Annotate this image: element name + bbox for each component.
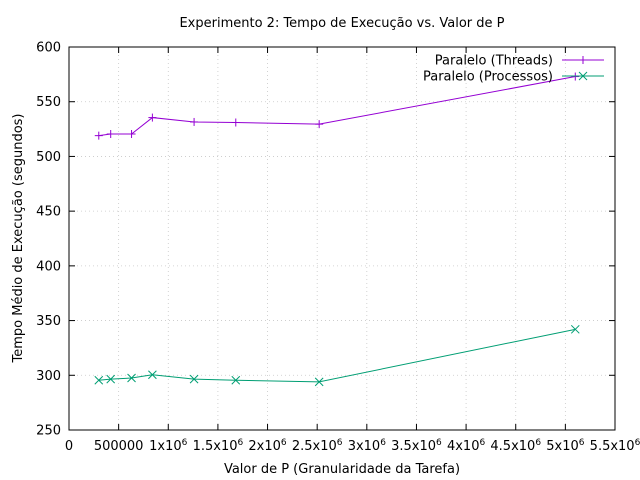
x-tick-label-base: 3.5x10 <box>391 439 436 454</box>
data-point <box>189 374 199 384</box>
y-tick-label: 400 <box>36 259 61 274</box>
plot-frame <box>68 46 616 431</box>
x-tick-label-base: 5.5x10 <box>590 439 635 454</box>
x-tick-label-base: 2.5x10 <box>292 439 337 454</box>
x-tick-label: 5x106 <box>546 438 585 454</box>
data-point <box>148 370 157 380</box>
x-tick-label: 3.5x106 <box>391 438 442 454</box>
legend-label: Paralelo (Threads) <box>435 54 553 69</box>
chart-title: Experimento 2: Tempo de Execução vs. Val… <box>179 16 504 31</box>
x-tick-label-exponent: 6 <box>479 438 485 448</box>
x-tick-label: 1.5x106 <box>193 438 244 454</box>
legend-item: Paralelo (Threads) <box>435 54 604 69</box>
x-tick-label: 500000 <box>94 439 144 454</box>
legend: Paralelo (Threads)Paralelo (Processos) <box>423 54 604 85</box>
x-tick-label-exponent: 6 <box>579 438 585 448</box>
data-point <box>148 113 157 122</box>
data-point <box>231 375 241 385</box>
x-tick-label-exponent: 6 <box>380 438 386 448</box>
x-tick-label-base: 1x10 <box>149 439 182 454</box>
x-tick-label-exponent: 6 <box>436 438 442 448</box>
x-tick-label-base: 2x10 <box>248 439 281 454</box>
data-point <box>106 374 116 384</box>
legend-marker <box>579 56 587 64</box>
data-point <box>94 131 103 140</box>
series-layer <box>94 72 580 387</box>
x-tick-label-base: 500000 <box>94 439 144 454</box>
y-tick-label: 250 <box>36 424 61 439</box>
series-line <box>98 328 576 383</box>
y-tick-label: 550 <box>36 95 61 110</box>
x-tick-label-exponent: 6 <box>635 438 640 448</box>
x-tick-label: 5.5x106 <box>590 438 640 454</box>
x-tick-label-base: 4x10 <box>447 439 480 454</box>
grid-lines <box>69 47 615 430</box>
y-tick-label: 600 <box>36 41 61 56</box>
x-tick-label: 0 <box>65 439 73 454</box>
data-point <box>571 72 580 81</box>
x-tick-label: 2x106 <box>248 438 287 454</box>
data-point <box>231 118 240 127</box>
y-tick-label: 500 <box>36 150 61 165</box>
x-tick-label-exponent: 6 <box>535 438 541 448</box>
data-point <box>106 129 115 138</box>
data-point <box>127 129 136 138</box>
x-tick-label-exponent: 6 <box>182 438 188 448</box>
data-point <box>314 377 324 387</box>
y-axis-label: Tempo Médio de Execução (segundos) <box>11 114 26 364</box>
series-processos <box>94 324 580 387</box>
x-tick-label-base: 1.5x10 <box>193 439 238 454</box>
x-tick-label: 4.5x106 <box>490 438 541 454</box>
y-tick-label: 350 <box>36 314 61 329</box>
data-point <box>570 324 580 334</box>
legend-item: Paralelo (Processos) <box>423 70 604 85</box>
x-tick-label-base: 3x10 <box>348 439 381 454</box>
series-threads <box>94 72 580 140</box>
x-tick-label-base: 5x10 <box>546 439 579 454</box>
x-tick-label: 1x106 <box>149 438 188 454</box>
legend-marker <box>578 71 588 81</box>
x-axis-label: Valor de P (Granularidade da Tarefa) <box>224 462 460 477</box>
x-tick-label: 3x106 <box>348 438 387 454</box>
y-tick-label: 450 <box>36 205 61 220</box>
data-point <box>127 373 136 383</box>
x-tick-label-base: 0 <box>65 439 73 454</box>
x-tick-label-base: 4.5x10 <box>490 439 535 454</box>
x-tick-label-exponent: 6 <box>238 438 244 448</box>
x-tick-label-exponent: 6 <box>337 438 343 448</box>
x-tick-label: 4x106 <box>447 438 486 454</box>
legend-label: Paralelo (Processos) <box>423 70 553 85</box>
x-tick-label-exponent: 6 <box>281 438 287 448</box>
data-point <box>190 117 199 126</box>
data-point <box>94 375 104 385</box>
data-point <box>315 120 324 129</box>
x-tick-label: 2.5x106 <box>292 438 343 454</box>
y-tick-label: 300 <box>36 369 61 384</box>
